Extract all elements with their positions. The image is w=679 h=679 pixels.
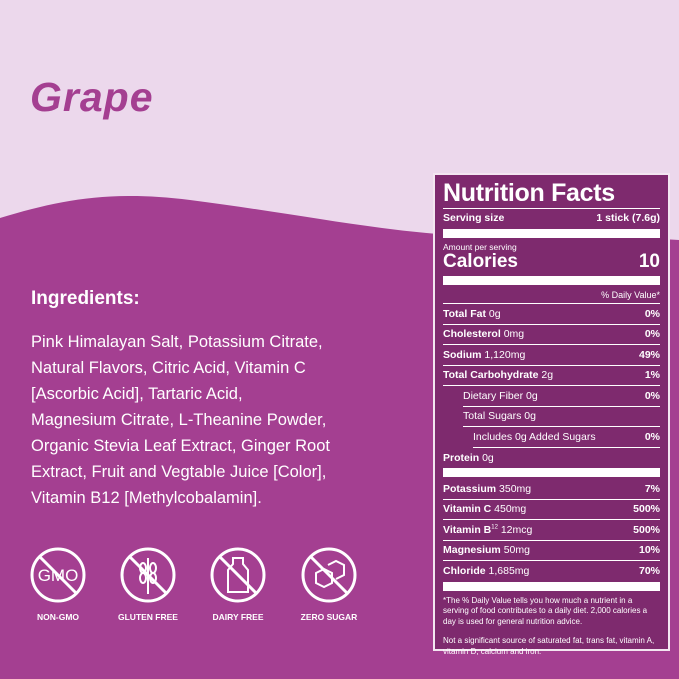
flavor-title: Grape xyxy=(30,74,154,120)
ingredients-line: [Ascorbic Acid], Tartaric Acid, xyxy=(31,385,243,403)
nutrient-text: Potassium 350mg xyxy=(443,483,531,495)
dv-footnote: *The % Daily Value tells you how much a … xyxy=(443,595,648,626)
nutrient-text: 1% xyxy=(644,369,660,382)
ingredients-line: Vitamin B12 [Methylcobalamin]. xyxy=(31,489,262,507)
nutrient-text: Vitamin C xyxy=(443,503,492,516)
nutrient-text: Dietary Fiber 0g xyxy=(463,389,538,402)
nutrient-text: Vitamin C 450mg xyxy=(443,503,526,515)
divider xyxy=(443,229,660,238)
ingredients-heading: Ingredients: xyxy=(31,288,140,309)
badge-label: NON-GMO xyxy=(36,612,80,622)
nutrient-row: Total Sugars 0g xyxy=(463,407,660,427)
nutrient-text: 49% xyxy=(638,348,660,361)
nutrition-title: Nutrition Facts xyxy=(443,178,660,209)
calories-value: 10 xyxy=(638,251,660,272)
nutrient-text: 350mg xyxy=(499,482,532,495)
ingredients-line: Magnesium Citrate, L-Theanine Powder, xyxy=(31,411,327,429)
divider xyxy=(443,468,660,477)
nutrient-text: Potassium xyxy=(443,482,497,495)
ingredients-line: Pink Himalayan Salt, Potassium Citrate, xyxy=(31,333,323,351)
nutrient-text: 7% xyxy=(644,482,660,495)
nutrient-text: Vitamin B xyxy=(443,523,492,536)
nutrient-row: % Daily Value* xyxy=(443,287,660,304)
gluten-free-icon xyxy=(120,547,176,603)
nutrient-text: Vitamin B12 12mcg xyxy=(443,523,533,536)
nutrient-row: Vitamin B12 12mcg 500% xyxy=(443,520,660,541)
nutrient-text: 0g xyxy=(482,451,494,464)
nutrition-facts-panel: Nutrition Facts Serving size 1 stick (7.6… xyxy=(433,173,670,656)
nutrient-text: 500% xyxy=(633,523,660,536)
nutrient-row: Cholesterol 0mg 0% xyxy=(443,325,660,345)
divider xyxy=(443,276,660,285)
badge-dairy-free: DAIRY FREE xyxy=(193,546,283,622)
calories-label: Calories xyxy=(443,251,518,272)
no-gmo-icon: GMO xyxy=(30,547,86,603)
nutrient-text: 450mg xyxy=(494,503,527,516)
nutrient-text: Total Fat 0g xyxy=(443,308,501,320)
dairy-free-icon xyxy=(210,547,266,603)
dv-header: % Daily Value* xyxy=(601,290,660,300)
nutrient-text: 0% xyxy=(644,307,660,320)
badge-label: GLUTEN FREE xyxy=(118,612,178,622)
serving-value: 1 stick (7.6g) xyxy=(596,212,660,224)
amount-label: Amount per serving xyxy=(443,242,517,252)
nutrient-text: Total Sugars 0g xyxy=(463,410,536,423)
nutrient-row: Potassium 350mg 7% xyxy=(443,479,660,500)
nutrient-row: Includes 0g Added Sugars 0% xyxy=(473,427,660,448)
nutrient-note: Not a significant source of saturated fa… xyxy=(443,636,655,656)
nutrient-row: Total Fat 0g 0% xyxy=(443,304,660,325)
nutrient-text: Chloride 1,685mg xyxy=(443,565,529,577)
nutrient-row: Vitamin C 450mg 500% xyxy=(443,500,660,520)
svg-text:GMO: GMO xyxy=(38,566,79,585)
nutrient-text: 70% xyxy=(638,565,660,578)
nutrient-row: Chloride 1,685mg 70% xyxy=(443,561,660,582)
nutrient-text: Protein 0g xyxy=(443,452,494,464)
divider xyxy=(443,581,660,591)
nutrient-text: 0% xyxy=(644,389,660,402)
nutrient-text: 12mcg xyxy=(500,523,533,536)
nutrient-text: 0% xyxy=(644,430,660,443)
nutrient-text: Total Carbohydrate xyxy=(443,369,539,382)
nutrient-text: 10% xyxy=(638,544,660,557)
nutrient-row: Total Carbohydrate 2g 1% xyxy=(443,366,660,386)
nutrient-text: 2g xyxy=(541,369,554,382)
nutrient-text: 1,120mg xyxy=(484,348,526,361)
nutrient-row: Sodium 1,120mg 49% xyxy=(443,345,660,366)
nutrient-text: Total Carbohydrate 2g xyxy=(443,369,553,381)
ingredients-line: Organic Stevia Leaf Extract, Ginger Root xyxy=(31,437,330,455)
nutrient-text: Sodium 1,120mg xyxy=(443,349,525,361)
ingredients-list: Pink Himalayan Salt, Potassium Citrate, … xyxy=(31,329,411,511)
zero-sugar-icon xyxy=(301,547,357,603)
nutrient-row: Protein 0g xyxy=(443,448,660,469)
nutrient-text: Total Fat xyxy=(443,307,486,320)
nutrient-text: 0% xyxy=(644,328,660,341)
nutrient-text: 500% xyxy=(633,503,660,516)
badge-label: DAIRY FREE xyxy=(212,612,264,622)
nutrient-text: Chloride xyxy=(443,565,486,578)
ingredients-line: Extract, Fruit and Vegtable Juice [Color… xyxy=(31,463,327,481)
ingredients-line: Natural Flavors, Citric Acid, Vitamin C xyxy=(31,359,306,377)
nutrient-text: Magnesium 50mg xyxy=(443,544,530,556)
nutrient-text: 0mg xyxy=(503,328,525,341)
nutrient-text: Protein xyxy=(443,451,480,464)
badge-label: ZERO SUGAR xyxy=(300,612,358,622)
nutrient-row: Magnesium 50mg 10% xyxy=(443,541,660,561)
nutrient-text: 1,685mg xyxy=(488,565,530,578)
nutrient-text: Cholesterol xyxy=(443,328,501,341)
nutrient-text: Magnesium xyxy=(443,544,501,557)
nutrient-text: 0g xyxy=(488,307,501,320)
nutrient-text: Includes 0g Added Sugars xyxy=(473,430,596,443)
nutrient-text: Cholesterol 0mg xyxy=(443,328,524,340)
badge-zero-sugar: ZERO SUGAR xyxy=(284,546,374,622)
nutrient-row: Serving size 1 stick (7.6g) xyxy=(443,209,660,227)
serving-label: Serving size xyxy=(443,212,505,224)
badge-non-gmo: GMO NON-GMO xyxy=(13,546,103,622)
nutrient-text: 50mg xyxy=(503,544,530,557)
nutrient-row: Dietary Fiber 0g 0% xyxy=(463,386,660,407)
badge-gluten-free: GLUTEN FREE xyxy=(103,546,193,622)
nutrient-text: Sodium xyxy=(443,348,482,361)
